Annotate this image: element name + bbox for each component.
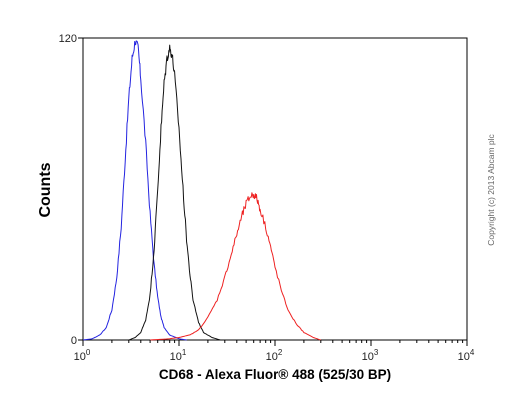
plot-frame [82,37,468,341]
y-axis-title: Counts [37,162,54,217]
y-tick-label: 120 [59,33,77,45]
copyright-annotation: Copyright (c) 2013 Abcam plc [486,134,496,246]
histogram-series-2 [128,44,221,341]
y-axis-ticks: 0 120 [59,33,83,347]
x-tick-label: 103 [362,348,379,363]
series-layer [82,40,321,341]
histogram-series-1 [82,40,187,341]
x-tick-label: 104 [458,348,475,363]
x-axis-ticks: 100 101 102 103 104 [74,340,475,363]
x-axis-title: CD68 - Alexa Fluor® 488 (525/30 BP) [159,367,391,382]
x-tick-label: 100 [74,348,91,363]
histogram-series-3 [150,192,321,341]
y-tick-label: 0 [71,335,77,347]
x-tick-label: 101 [170,348,187,363]
x-tick-label: 102 [266,348,283,363]
